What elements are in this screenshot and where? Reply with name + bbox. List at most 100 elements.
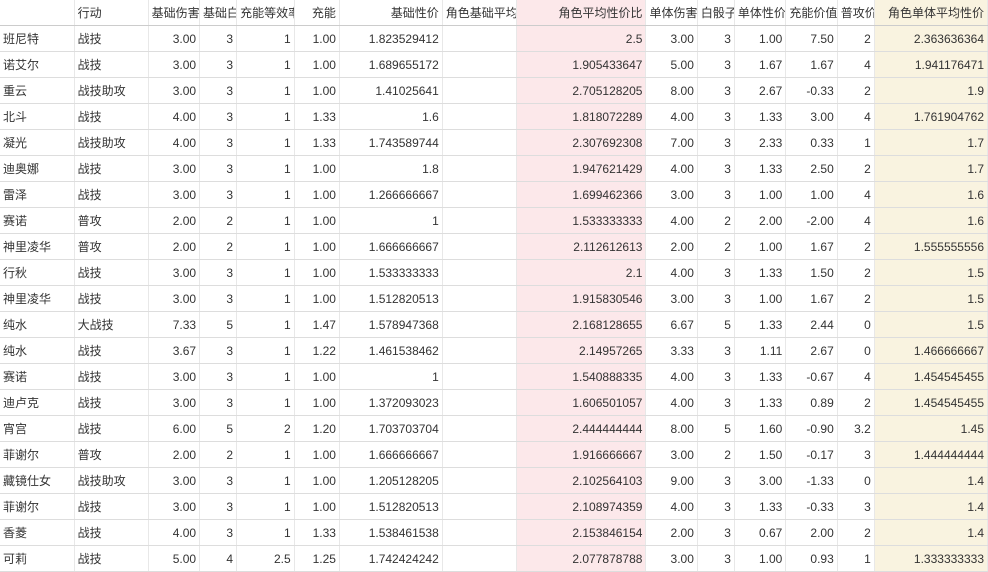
cell-charSingleAvg: 1.555555556 — [874, 234, 987, 260]
cell-action: 普攻 — [74, 234, 148, 260]
cell-energyEff: 1 — [237, 208, 295, 234]
table-row[interactable]: 凝光战技助攻4.00311.331.7435897442.3076923087.… — [0, 130, 988, 156]
cell-normalAtk: 0 — [837, 468, 874, 494]
cell-energyEff: 1 — [237, 52, 295, 78]
header-row: 行动基础伤害基础白充能等效率充能基础性价角色基础平均性角色平均性价比单体伤害白骰… — [0, 0, 988, 26]
cell-singleRatio: 1.33 — [734, 494, 785, 520]
cell-baseDmg: 2.00 — [148, 442, 199, 468]
cell-name: 宵宫 — [0, 416, 74, 442]
cell-whiteDice: 3 — [697, 52, 734, 78]
cell-action: 战技 — [74, 260, 148, 286]
cell-whiteDice: 3 — [697, 26, 734, 52]
table-row[interactable]: 迪卢克战技3.00311.001.3720930231.6065010574.0… — [0, 390, 988, 416]
table-row[interactable]: 雷泽战技3.00311.001.2666666671.6994623663.00… — [0, 182, 988, 208]
cell-baseDmg: 3.00 — [148, 26, 199, 52]
table-row[interactable]: 纯水大战技7.33511.471.5789473682.1681286556.6… — [0, 312, 988, 338]
column-header-name[interactable] — [0, 0, 74, 26]
column-header-charAvgRatio[interactable]: 角色平均性价比 — [516, 0, 646, 26]
cell-normalAtk: 2 — [837, 520, 874, 546]
cell-energyEff: 2.5 — [237, 546, 295, 572]
cell-energyVal: -0.17 — [786, 442, 837, 468]
cell-baseDmg: 6.00 — [148, 416, 199, 442]
cell-name: 行秋 — [0, 260, 74, 286]
column-header-energy[interactable]: 充能 — [294, 0, 339, 26]
column-header-singleDmg[interactable]: 单体伤害 — [646, 0, 697, 26]
cell-baseWhite: 3 — [200, 286, 237, 312]
column-header-charBaseAvg[interactable]: 角色基础平均性 — [442, 0, 516, 26]
table-row[interactable]: 重云战技助攻3.00311.001.410256412.7051282058.0… — [0, 78, 988, 104]
table-row[interactable]: 赛诺普攻2.00211.0011.5333333334.0022.00-2.00… — [0, 208, 988, 234]
cell-energyEff: 1 — [237, 312, 295, 338]
cell-baseWhite: 3 — [200, 156, 237, 182]
cell-singleDmg: 3.00 — [646, 546, 697, 572]
cell-singleRatio: 1.33 — [734, 312, 785, 338]
table-row[interactable]: 班尼特战技3.00311.001.8235294122.53.0031.007.… — [0, 26, 988, 52]
cell-name: 藏镜仕女 — [0, 468, 74, 494]
column-header-normalAtk[interactable]: 普攻价 — [837, 0, 874, 26]
cell-singleDmg: 4.00 — [646, 390, 697, 416]
column-header-baseRatio[interactable]: 基础性价 — [339, 0, 442, 26]
cell-energy: 1.20 — [294, 416, 339, 442]
cell-action: 战技 — [74, 26, 148, 52]
cell-normalAtk: 2 — [837, 234, 874, 260]
cell-singleDmg: 4.00 — [646, 156, 697, 182]
cell-baseDmg: 7.33 — [148, 312, 199, 338]
table-row[interactable]: 纯水战技3.67311.221.4615384622.149572653.333… — [0, 338, 988, 364]
cell-energyVal: -0.33 — [786, 78, 837, 104]
table-row[interactable]: 神里凌华普攻2.00211.001.6666666672.1126126132.… — [0, 234, 988, 260]
column-header-baseDmg[interactable]: 基础伤害 — [148, 0, 199, 26]
cell-normalAtk: 2 — [837, 156, 874, 182]
cell-baseRatio: 1.538461538 — [339, 520, 442, 546]
cell-energyEff: 1 — [237, 390, 295, 416]
column-header-whiteDice[interactable]: 白骰子 — [697, 0, 734, 26]
column-header-energyVal[interactable]: 充能价值 — [786, 0, 837, 26]
cell-charAvgRatio: 2.307692308 — [516, 130, 646, 156]
table-row[interactable]: 藏镜仕女战技助攻3.00311.001.2051282052.102564103… — [0, 468, 988, 494]
cell-name: 神里凌华 — [0, 234, 74, 260]
cell-whiteDice: 3 — [697, 390, 734, 416]
table-row[interactable]: 宵宫战技6.00521.201.7037037042.4444444448.00… — [0, 416, 988, 442]
cell-singleRatio: 1.00 — [734, 234, 785, 260]
table-row[interactable]: 行秋战技3.00311.001.5333333332.14.0031.331.5… — [0, 260, 988, 286]
table-row[interactable]: 可莉战技5.0042.51.251.7424242422.0778787883.… — [0, 546, 988, 572]
cell-whiteDice: 3 — [697, 364, 734, 390]
cell-charAvgRatio: 2.168128655 — [516, 312, 646, 338]
cell-charSingleAvg: 1.333333333 — [874, 546, 987, 572]
cell-baseRatio: 1.666666667 — [339, 234, 442, 260]
column-header-action[interactable]: 行动 — [74, 0, 148, 26]
table-row[interactable]: 诺艾尔战技3.00311.001.6896551721.9054336475.0… — [0, 52, 988, 78]
cell-charSingleAvg: 1.466666667 — [874, 338, 987, 364]
cell-action: 战技 — [74, 156, 148, 182]
table-row[interactable]: 神里凌华战技3.00311.001.5128205131.9158305463.… — [0, 286, 988, 312]
cell-baseRatio: 1.689655172 — [339, 52, 442, 78]
table-row[interactable]: 赛诺战技3.00311.0011.5408883354.0031.33-0.67… — [0, 364, 988, 390]
column-header-charSingleAvg[interactable]: 角色单体平均性价 — [874, 0, 987, 26]
cell-baseRatio: 1 — [339, 208, 442, 234]
column-header-energyEff[interactable]: 充能等效率 — [237, 0, 295, 26]
table-row[interactable]: 菲谢尔普攻2.00211.001.6666666671.9166666673.0… — [0, 442, 988, 468]
cell-energy: 1.00 — [294, 260, 339, 286]
cell-energyVal: 0.33 — [786, 130, 837, 156]
cell-action: 战技 — [74, 104, 148, 130]
cell-charSingleAvg: 1.7 — [874, 156, 987, 182]
column-header-baseWhite[interactable]: 基础白 — [200, 0, 237, 26]
cell-energyEff: 1 — [237, 494, 295, 520]
cell-singleDmg: 4.00 — [646, 260, 697, 286]
cell-charBaseAvg — [442, 286, 516, 312]
cell-singleDmg: 7.00 — [646, 130, 697, 156]
cell-charAvgRatio: 2.108974359 — [516, 494, 646, 520]
cell-singleRatio: 1.33 — [734, 156, 785, 182]
table-row[interactable]: 北斗战技4.00311.331.61.8180722894.0031.333.0… — [0, 104, 988, 130]
table-row[interactable]: 迪奥娜战技3.00311.001.81.9476214294.0031.332.… — [0, 156, 988, 182]
cell-singleRatio: 2.00 — [734, 208, 785, 234]
cell-action: 战技 — [74, 416, 148, 442]
cell-whiteDice: 3 — [697, 494, 734, 520]
cell-charBaseAvg — [442, 520, 516, 546]
cell-baseWhite: 2 — [200, 208, 237, 234]
table-row[interactable]: 香菱战技4.00311.331.5384615382.1538461542.00… — [0, 520, 988, 546]
table-row[interactable]: 菲谢尔战技3.00311.001.5128205132.1089743594.0… — [0, 494, 988, 520]
cell-energyEff: 2 — [237, 416, 295, 442]
column-header-singleRatio[interactable]: 单体性价 — [734, 0, 785, 26]
cell-energyVal: 3.00 — [786, 104, 837, 130]
cell-baseDmg: 3.00 — [148, 182, 199, 208]
